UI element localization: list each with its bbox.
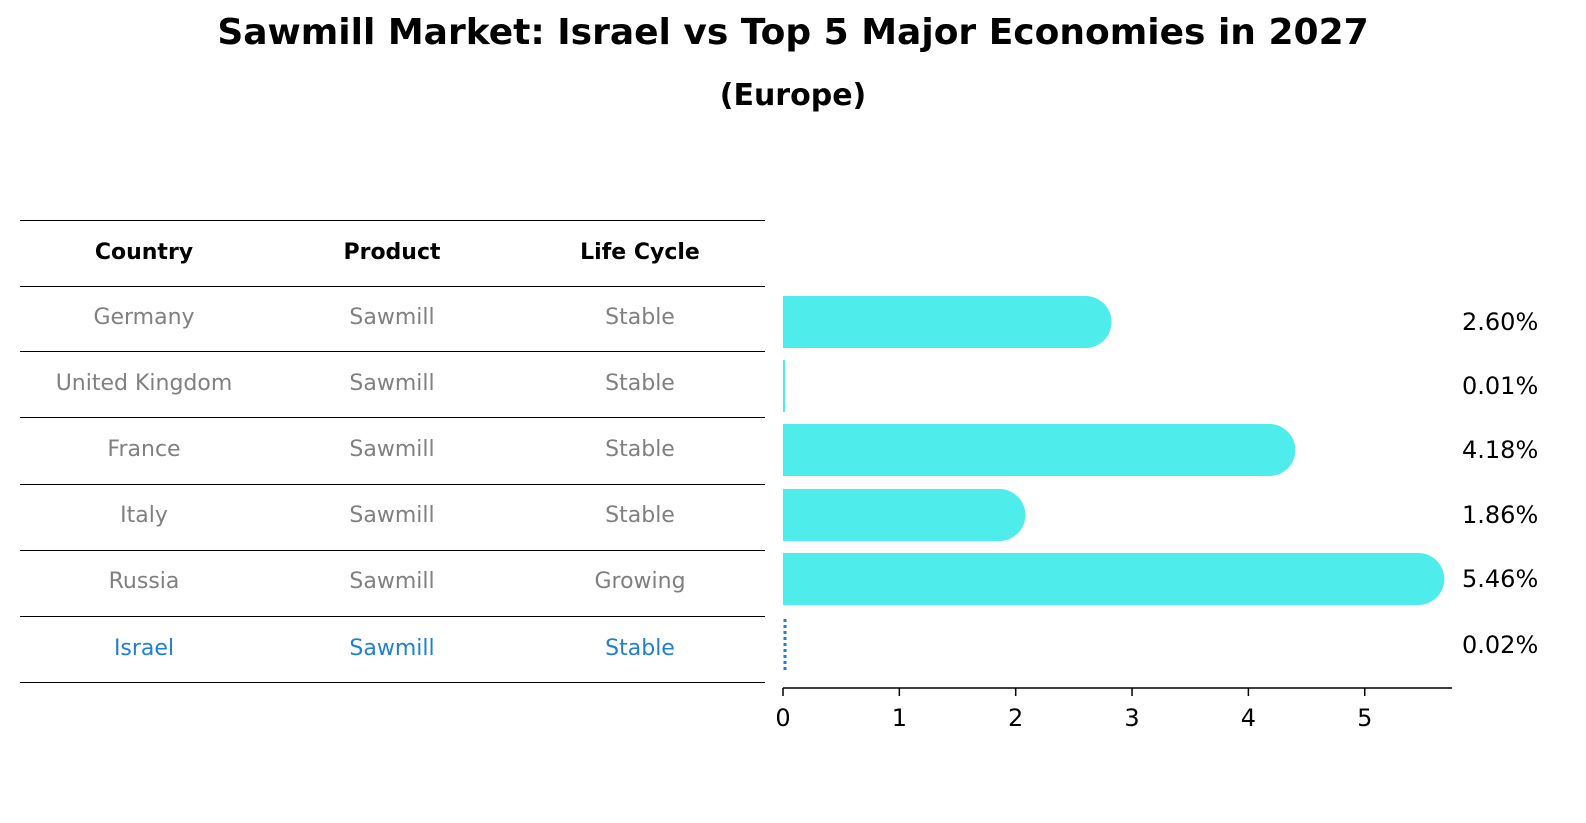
cell-country-highlight: Israel [113,636,175,661]
cell-country: Germany [93,305,195,330]
table-rule [20,550,765,551]
chart-title: Sawmill Market: Israel vs Top 5 Major Ec… [217,12,1369,53]
x-tick-label: 4 [1241,704,1256,732]
x-tick-label: 2 [1008,704,1023,732]
table-rule [20,220,765,221]
bar [809,424,1296,476]
cell-product: Sawmill [349,437,435,462]
x-tick-label: 1 [892,704,907,732]
value-label: 4.18% [1462,436,1538,464]
x-tick-label: 3 [1124,704,1139,732]
bar [783,360,785,412]
cell-country: Italy [120,503,168,528]
cell-product: Sawmill [349,371,435,396]
table-rule [20,484,765,485]
bar-base [783,553,809,605]
cell-product: Sawmill [349,305,435,330]
cell-life-cycle: Growing [594,569,686,594]
cell-country: United Kingdom [55,371,233,396]
column-header-country: Country [94,240,194,265]
value-label: 5.46% [1462,565,1538,593]
bar-base [783,424,809,476]
cell-country: Russia [108,569,180,594]
value-label: 2.60% [1462,308,1538,336]
cell-life-cycle: Stable [605,305,675,330]
column-header-product: Product [343,240,441,265]
value-label: 1.86% [1462,501,1538,529]
x-tick-label: 0 [775,704,790,732]
cell-life-cycle: Stable [605,503,675,528]
cell-life-cycle: Stable [605,437,675,462]
table-rule [20,286,765,287]
bar-base [783,296,809,348]
bar [809,296,1112,348]
bar [809,553,1445,605]
bar [809,489,1026,541]
cell-country: France [107,437,181,462]
cell-product: Sawmill [349,503,435,528]
bar-base [783,489,809,541]
chart-subtitle: (Europe) [719,78,867,113]
value-label: 0.01% [1462,372,1538,400]
cell-life-cycle-highlight: Stable [605,636,675,661]
table-rule [20,616,765,617]
cell-life-cycle: Stable [605,371,675,396]
cell-product: Sawmill [349,569,435,594]
value-label: 0.02% [1462,631,1538,659]
x-tick-label: 5 [1357,704,1372,732]
table-rule [20,417,765,418]
table-rule [20,682,765,683]
column-header-life-cycle: Life Cycle [580,240,700,265]
table-rule [20,351,765,352]
cell-product-highlight: Sawmill [349,636,435,661]
